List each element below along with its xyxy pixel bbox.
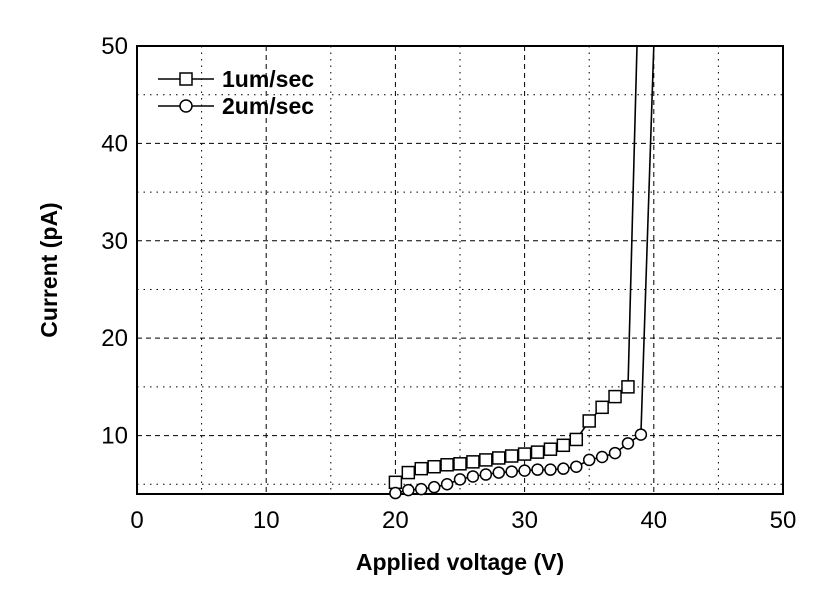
y-tick-label: 10 <box>101 423 128 450</box>
x-tick-label: 10 <box>253 507 280 534</box>
x-tick-label: 30 <box>511 507 538 534</box>
data-point-circle <box>634 428 648 441</box>
data-point-circle <box>544 463 557 476</box>
data-point-circle <box>557 462 570 475</box>
data-point-square <box>466 455 480 469</box>
data-point-square <box>479 453 493 467</box>
y-tick-label: 30 <box>101 228 128 255</box>
x-tick-label: 0 <box>130 507 143 534</box>
legend-label-1um: 1um/sec <box>222 66 314 92</box>
data-point-square <box>517 447 532 461</box>
data-point-square <box>414 461 428 476</box>
series-line-1 <box>394 45 638 483</box>
data-point-square <box>453 457 467 471</box>
y-tick-label: 40 <box>101 130 128 157</box>
data-point-circle <box>531 463 544 476</box>
series-group <box>388 45 655 500</box>
data-point-circle <box>389 486 402 500</box>
data-point-square <box>530 445 545 459</box>
data-point-circle <box>402 483 415 497</box>
data-point-circle <box>479 468 493 481</box>
data-point-square <box>427 459 441 474</box>
data-point-square <box>582 414 596 428</box>
data-point-circle <box>427 480 441 494</box>
data-point-square <box>388 475 403 490</box>
grid <box>137 46 783 494</box>
plot-frame <box>136 45 784 495</box>
data-point-square <box>440 458 454 472</box>
data-point-square <box>595 400 609 415</box>
data-point-circle <box>608 446 622 460</box>
y-tick-label: 20 <box>101 325 128 352</box>
data-point-circle <box>453 473 467 486</box>
x-axis-label: Applied voltage (V) <box>356 549 564 575</box>
data-point-circle <box>570 460 583 473</box>
legend-circle-marker <box>179 99 193 113</box>
y-tick-labels: 10 20 30 40 50 <box>101 33 128 450</box>
x-tick-label: 40 <box>640 507 667 534</box>
data-point-circle <box>582 453 596 467</box>
legend-label-2um: 2um/sec <box>222 93 314 119</box>
series-line-2 <box>395 45 655 494</box>
data-point-square <box>401 465 416 480</box>
data-point-square <box>492 451 506 465</box>
data-point-square <box>543 442 558 456</box>
data-point-square <box>608 389 622 404</box>
data-point-circle <box>518 464 531 477</box>
data-point-square <box>556 438 571 453</box>
data-point-square <box>621 380 635 394</box>
x-tick-label: 20 <box>382 507 409 534</box>
data-point-circle <box>466 470 480 483</box>
data-point-circle <box>621 437 635 450</box>
data-point-circle <box>595 450 609 464</box>
data-point-circle <box>505 465 518 478</box>
y-axis-label: Current (pA) <box>36 202 62 337</box>
data-point-square <box>569 432 584 447</box>
legend: 1um/sec 2um/sec <box>158 66 314 119</box>
data-point-circle <box>492 466 506 479</box>
data-point-circle <box>414 482 428 496</box>
data-point-circle <box>440 478 454 491</box>
legend-square-marker <box>179 72 193 86</box>
x-tick-label: 50 <box>770 507 797 534</box>
data-point-square <box>504 449 519 463</box>
y-tick-label: 50 <box>101 33 128 60</box>
x-tick-labels: 0 10 20 30 40 50 <box>130 507 796 534</box>
